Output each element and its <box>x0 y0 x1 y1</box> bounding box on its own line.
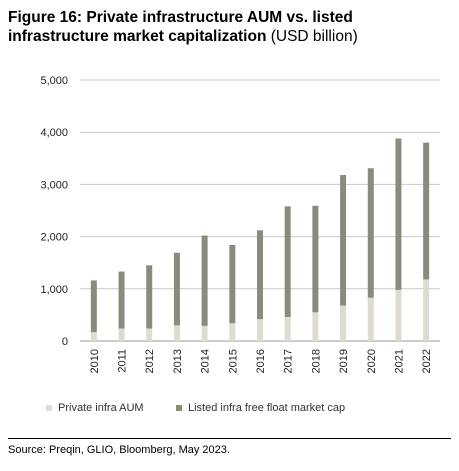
bar-listed-infra <box>340 175 347 306</box>
bar-private-infra <box>395 289 402 341</box>
legend-label: Listed infra free float market cap <box>188 402 345 414</box>
source-note: Source: Preqin, GLIO, Bloomberg, May 202… <box>8 444 230 456</box>
bar-listed-infra <box>257 230 263 320</box>
bar-listed-infra <box>423 142 430 280</box>
y-tick-label: 3,000 <box>40 179 68 191</box>
y-tick-label: 4,000 <box>40 127 68 139</box>
bar-listed-infra <box>146 265 153 329</box>
bar-private-infra <box>90 332 97 341</box>
x-tick-label: 2011 <box>117 349 129 373</box>
x-tick-label: 2018 <box>310 349 322 373</box>
y-tick-label: 2,000 <box>40 232 68 244</box>
bar-listed-infra <box>284 206 291 317</box>
x-tick-label: 2010 <box>89 349 101 373</box>
x-tick-label: 2020 <box>366 349 378 373</box>
x-tick-label: 2013 <box>172 349 184 373</box>
bar-listed-infra <box>229 244 236 324</box>
bar-private-infra <box>118 328 125 341</box>
bar-private-infra <box>201 325 208 341</box>
x-tick-label: 2019 <box>338 349 350 373</box>
bar-private-infra <box>312 312 319 341</box>
bar-private-infra <box>367 297 374 341</box>
bar-listed-infra <box>173 252 180 326</box>
bar-listed-infra <box>312 205 319 313</box>
bar-listed-infra <box>118 271 125 329</box>
bar-listed-infra <box>367 168 374 298</box>
title-bold-text: Figure 16: Private infrastructure AUM vs… <box>8 9 353 45</box>
chart-title: Figure 16: Private infrastructure AUM vs… <box>8 8 448 46</box>
title-unit-text: (USD billion) <box>270 28 358 45</box>
x-tick-label: 2021 <box>393 349 405 373</box>
bar-private-infra <box>284 316 291 341</box>
x-tick-label: 2012 <box>144 349 156 373</box>
x-tick-label: 2016 <box>255 349 267 373</box>
bar-private-infra <box>257 319 263 341</box>
legend-swatch <box>46 405 52 411</box>
y-tick-label: 0 <box>62 336 68 348</box>
y-tick-label: 5,000 <box>40 75 68 87</box>
bar-private-infra <box>173 325 180 341</box>
bar-private-infra <box>340 305 347 341</box>
x-tick-label: 2015 <box>227 349 239 373</box>
legend-swatch <box>176 405 182 411</box>
y-tick-label: 1,000 <box>40 284 68 296</box>
x-tick-label: 2017 <box>283 349 295 373</box>
bar-listed-infra <box>90 280 97 333</box>
bar-listed-infra <box>395 138 402 290</box>
bar-private-infra <box>146 328 153 341</box>
x-tick-label: 2022 <box>421 349 433 373</box>
legend-label: Private infra AUM <box>58 402 144 414</box>
x-tick-label: 2014 <box>200 349 212 373</box>
bar-listed-infra <box>201 235 208 326</box>
bar-private-infra <box>229 323 236 341</box>
bar-private-infra <box>423 279 430 341</box>
source-divider <box>8 438 451 439</box>
